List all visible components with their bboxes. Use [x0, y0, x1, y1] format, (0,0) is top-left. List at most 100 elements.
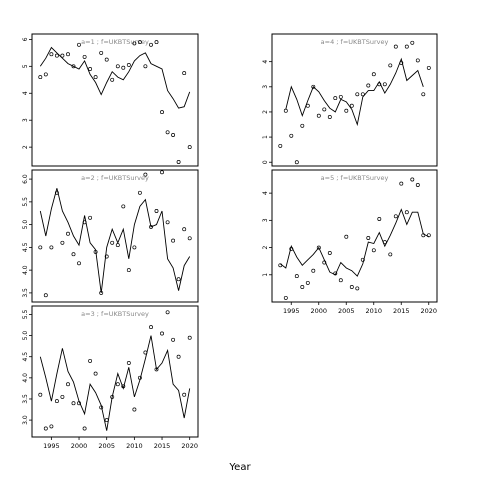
data-point	[171, 337, 176, 342]
data-point	[322, 107, 327, 112]
data-point	[77, 261, 81, 266]
data-point	[316, 245, 321, 250]
series-line	[39, 188, 191, 293]
data-point	[93, 371, 98, 376]
data-point	[426, 233, 431, 238]
y-tick-label: 4.0	[22, 265, 29, 275]
data-point	[327, 115, 332, 119]
data-point	[333, 271, 338, 276]
y-tick-label: 4.5	[22, 242, 29, 252]
data-point	[88, 358, 93, 363]
series-line	[39, 46, 191, 109]
data-point	[382, 240, 387, 245]
data-point	[66, 52, 70, 57]
data-point	[104, 418, 109, 423]
data-point	[160, 331, 164, 336]
data-point	[187, 145, 192, 150]
y-tick-label: 3	[22, 118, 29, 122]
data-point	[344, 234, 349, 239]
data-point	[77, 42, 81, 47]
x-tick-label: 2015	[154, 442, 171, 450]
data-point	[121, 65, 126, 70]
y-tick-label: 4	[262, 191, 269, 195]
data-point	[426, 65, 431, 70]
data-point	[182, 227, 187, 232]
data-point	[38, 392, 43, 397]
data-point	[338, 278, 343, 283]
data-point	[160, 170, 164, 175]
data-point	[176, 277, 181, 282]
data-point	[154, 367, 159, 372]
data-point	[366, 236, 371, 240]
data-point	[71, 401, 76, 406]
data-point	[49, 424, 54, 429]
data-point	[143, 64, 148, 69]
panel-frame	[31, 305, 199, 438]
data-point	[110, 77, 115, 82]
data-point	[71, 252, 76, 257]
data-point	[333, 96, 338, 101]
data-point	[165, 130, 170, 135]
x-tick-label: 2000	[71, 442, 88, 450]
data-point	[38, 245, 43, 250]
panel-a1: a=1 ; f=UKBTSurvey 2 3 4 5 6	[22, 33, 199, 167]
data-point	[143, 350, 148, 355]
data-point	[82, 220, 87, 225]
x-tick-label: 2020	[181, 442, 198, 450]
y-tick-label: 4	[22, 91, 29, 95]
x-tick-label: 2015	[393, 307, 410, 315]
y-tick-label: 5.0	[22, 331, 29, 341]
data-point	[126, 361, 131, 365]
data-point	[49, 245, 54, 250]
data-point	[132, 41, 137, 46]
data-point	[149, 42, 153, 47]
panel-title: a=3 ; f=UKBTSurvey	[81, 310, 149, 318]
y-tick-label: 6.0	[22, 174, 29, 184]
data-point	[388, 252, 393, 257]
data-point	[43, 293, 48, 298]
data-point	[327, 251, 332, 255]
x-tick-label: 2000	[310, 307, 327, 315]
y-tick-label: 5.5	[22, 310, 29, 320]
panel-frame	[31, 169, 199, 303]
panel-title: a=1 ; f=UKBTSurvey	[81, 38, 149, 46]
x-tick-label: 1995	[43, 442, 60, 450]
data-point	[399, 181, 404, 186]
x-tick-label: 2010	[126, 442, 143, 450]
data-point	[93, 249, 98, 254]
data-point	[404, 44, 409, 49]
data-point	[99, 50, 104, 55]
data-point	[93, 75, 98, 80]
y-tick-label: 2	[262, 245, 269, 249]
data-point	[88, 215, 93, 220]
data-point	[377, 82, 382, 87]
data-point	[311, 84, 316, 89]
data-point	[176, 354, 181, 359]
series-line	[39, 335, 191, 431]
y-tick-label: 4.0	[22, 373, 29, 383]
data-point	[393, 214, 398, 219]
x-axis-label: Year	[228, 462, 251, 473]
data-point	[54, 190, 59, 195]
data-point	[377, 217, 382, 221]
data-point	[110, 240, 115, 245]
y-tick-label: 1	[262, 273, 269, 277]
data-point	[77, 401, 81, 406]
data-point	[104, 254, 109, 259]
data-point	[176, 160, 181, 164]
y-tick-label: 5.0	[22, 220, 29, 230]
data-point	[344, 108, 349, 113]
data-point	[393, 44, 398, 49]
data-point	[360, 257, 365, 262]
data-point	[60, 53, 65, 58]
data-point	[149, 224, 153, 229]
data-point	[66, 231, 70, 236]
data-point	[43, 72, 48, 77]
data-point	[294, 160, 299, 165]
data-point	[305, 103, 310, 108]
data-point	[187, 335, 192, 340]
data-point	[82, 426, 87, 431]
data-point	[137, 190, 142, 195]
panel-a5: a=5 ; f=UKBTSurvey 1 2 3 4 1995 2000 2005 2010 20…	[262, 169, 438, 315]
